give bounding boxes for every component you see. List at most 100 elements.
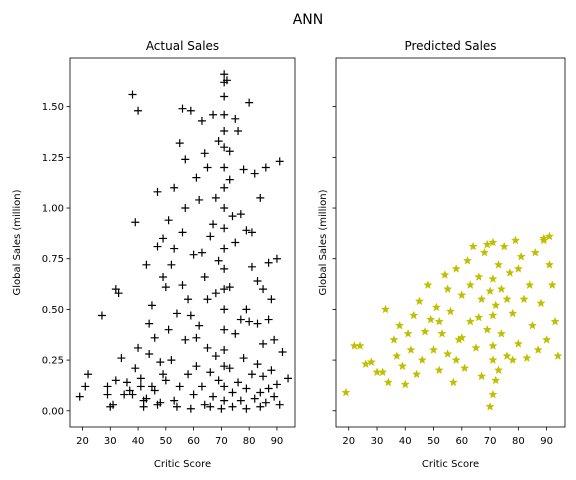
data-point xyxy=(139,402,148,411)
data-point xyxy=(513,264,523,273)
data-point xyxy=(209,220,218,229)
data-point xyxy=(186,311,195,320)
data-point xyxy=(175,139,184,148)
data-point xyxy=(412,369,422,379)
data-point xyxy=(259,339,268,348)
data-point xyxy=(111,376,120,385)
predicted-sales-markers xyxy=(341,231,563,411)
x-tick-label: 80 xyxy=(512,436,525,447)
data-point xyxy=(389,335,399,344)
data-point xyxy=(496,284,506,293)
data-point xyxy=(457,290,467,300)
data-point xyxy=(134,343,143,352)
data-point xyxy=(150,386,159,395)
data-point xyxy=(186,106,195,115)
data-point xyxy=(220,362,229,371)
data-point xyxy=(236,396,245,405)
y-tick-label: 1.00 xyxy=(42,204,64,215)
x-tick-label: 20 xyxy=(76,436,89,447)
data-point xyxy=(195,321,204,330)
data-point xyxy=(134,106,143,115)
predicted-sales-y-axis-label: Global Sales (million) xyxy=(318,189,329,295)
data-point xyxy=(109,400,118,409)
data-point xyxy=(465,316,475,326)
x-tick-label: 30 xyxy=(371,436,384,447)
data-point xyxy=(488,341,498,350)
data-point xyxy=(84,370,93,379)
data-point xyxy=(485,286,495,296)
data-point xyxy=(482,239,492,249)
data-point xyxy=(491,375,501,385)
data-point xyxy=(181,335,190,344)
data-point xyxy=(222,76,231,85)
data-point xyxy=(120,390,129,399)
data-point xyxy=(259,372,268,381)
data-point xyxy=(245,98,254,107)
data-point xyxy=(267,366,276,375)
data-point xyxy=(228,388,237,397)
data-point xyxy=(253,360,262,369)
data-point xyxy=(167,260,176,269)
data-point xyxy=(220,325,229,334)
data-point xyxy=(136,374,145,383)
actual-sales-title: Actual Sales xyxy=(146,39,219,53)
data-point xyxy=(533,345,543,354)
data-point xyxy=(448,377,458,387)
data-point xyxy=(164,325,173,334)
data-point xyxy=(178,104,187,113)
data-point xyxy=(211,352,220,361)
data-point xyxy=(451,355,461,364)
data-point xyxy=(200,272,209,281)
data-point xyxy=(242,226,251,235)
data-point xyxy=(284,374,293,383)
x-tick-label: 70 xyxy=(484,436,497,447)
x-tick-label: 60 xyxy=(187,436,200,447)
actual-sales-axes-frame xyxy=(69,57,296,428)
y-tick-label: 0.25 xyxy=(42,356,64,367)
data-point xyxy=(181,155,190,164)
data-point xyxy=(403,328,413,338)
data-point xyxy=(236,315,245,324)
data-point xyxy=(153,242,162,251)
data-point xyxy=(197,248,206,257)
data-point xyxy=(197,116,206,125)
data-point xyxy=(192,173,201,182)
data-point xyxy=(253,319,262,328)
x-tick-label: 50 xyxy=(427,436,440,447)
actual-sales-panel: Actual Sales 20 30 40 50 60 70 80 90 0.00 0.25 0.50… xyxy=(12,39,296,470)
data-point xyxy=(217,404,226,413)
data-point xyxy=(445,306,456,316)
data-point xyxy=(159,234,168,243)
data-point xyxy=(153,400,162,409)
data-point xyxy=(122,378,131,387)
data-point xyxy=(220,345,229,354)
data-point xyxy=(426,314,436,324)
data-point xyxy=(125,386,134,395)
data-point xyxy=(206,368,215,377)
data-point xyxy=(508,308,518,318)
data-point xyxy=(491,300,501,310)
x-tick-label: 70 xyxy=(215,436,228,447)
data-point xyxy=(220,92,229,101)
predicted-sales-panel: Predicted Sales 20 30 40 50 60 70 80 90 Critic Sc… xyxy=(318,39,566,470)
data-point xyxy=(250,169,259,178)
data-point xyxy=(131,218,140,227)
data-point xyxy=(197,382,206,391)
data-point xyxy=(270,335,279,344)
data-point xyxy=(172,402,181,411)
data-point xyxy=(147,382,156,391)
data-point xyxy=(519,294,529,304)
figure-suptitle: ANN xyxy=(293,12,324,28)
data-point xyxy=(211,193,220,202)
data-point xyxy=(203,295,212,304)
data-point xyxy=(195,195,204,204)
data-point xyxy=(474,312,484,322)
x-tick-label: 80 xyxy=(243,436,256,447)
data-point xyxy=(522,353,532,362)
data-point xyxy=(184,370,193,379)
data-point xyxy=(128,90,137,99)
data-point xyxy=(220,163,229,172)
data-point xyxy=(488,274,498,283)
data-point xyxy=(114,289,123,298)
